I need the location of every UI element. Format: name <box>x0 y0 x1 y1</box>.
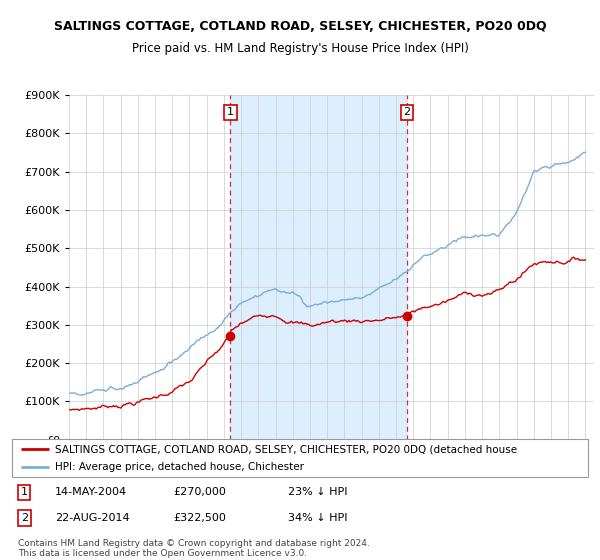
Text: 23% ↓ HPI: 23% ↓ HPI <box>289 487 348 497</box>
Text: Price paid vs. HM Land Registry's House Price Index (HPI): Price paid vs. HM Land Registry's House … <box>131 42 469 55</box>
FancyBboxPatch shape <box>12 439 588 477</box>
Text: 1: 1 <box>227 108 234 118</box>
Text: SALTINGS COTTAGE, COTLAND ROAD, SELSEY, CHICHESTER, PO20 0DQ: SALTINGS COTTAGE, COTLAND ROAD, SELSEY, … <box>53 20 547 32</box>
Text: 22-AUG-2014: 22-AUG-2014 <box>55 513 130 523</box>
Text: 34% ↓ HPI: 34% ↓ HPI <box>289 513 348 523</box>
Text: 1: 1 <box>20 487 28 497</box>
Text: SALTINGS COTTAGE, COTLAND ROAD, SELSEY, CHICHESTER, PO20 0DQ (detached house: SALTINGS COTTAGE, COTLAND ROAD, SELSEY, … <box>55 444 517 454</box>
Text: 2: 2 <box>404 108 410 118</box>
Text: HPI: Average price, detached house, Chichester: HPI: Average price, detached house, Chic… <box>55 462 304 472</box>
Text: 2: 2 <box>20 513 28 523</box>
Text: Contains HM Land Registry data © Crown copyright and database right 2024.
This d: Contains HM Land Registry data © Crown c… <box>18 539 370 558</box>
Bar <box>230 95 407 440</box>
Text: £322,500: £322,500 <box>173 513 226 523</box>
Text: £270,000: £270,000 <box>173 487 226 497</box>
Text: 14-MAY-2004: 14-MAY-2004 <box>55 487 127 497</box>
